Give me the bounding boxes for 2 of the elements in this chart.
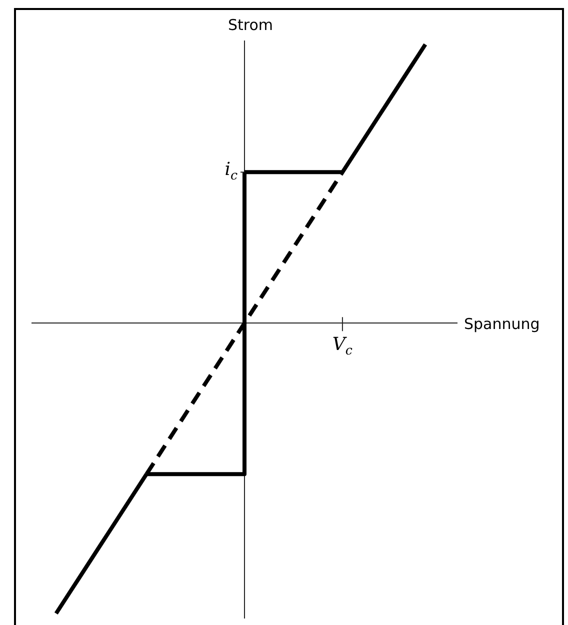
x-axis-title: Spannung	[464, 315, 540, 334]
y-axis-title: Strom	[228, 16, 274, 34]
